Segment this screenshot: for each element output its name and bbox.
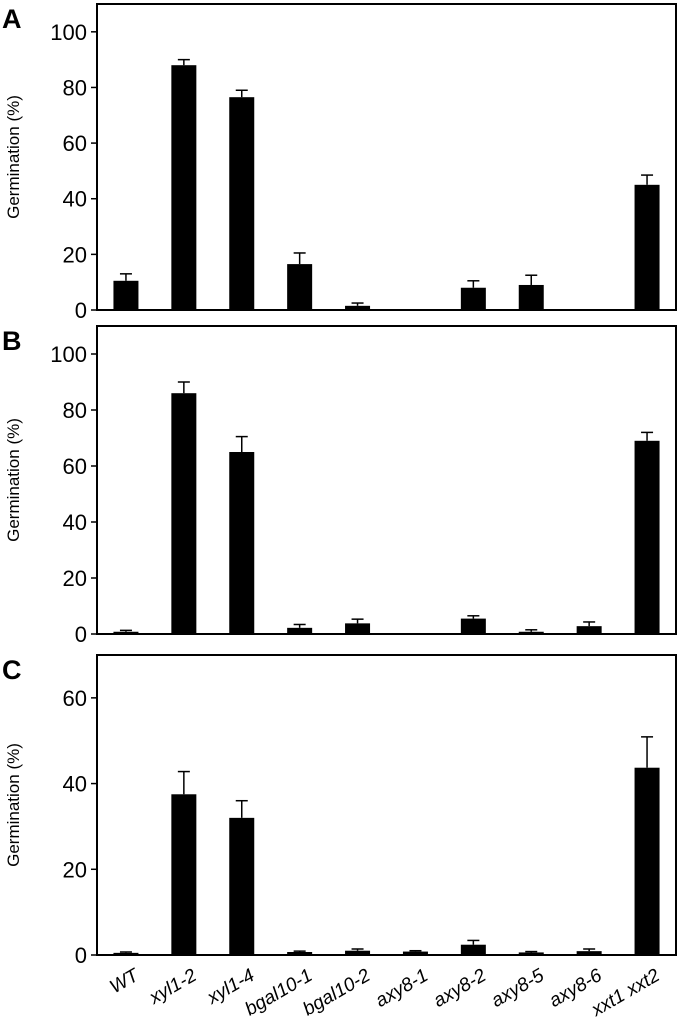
- panel-label: A: [2, 4, 22, 34]
- y-axis-title: Germination (%): [4, 418, 23, 542]
- bar: [634, 440, 660, 634]
- x-tick-label: WT: [106, 964, 143, 998]
- panel-label: C: [2, 655, 22, 685]
- bar: [518, 631, 544, 634]
- panel-c: C 0 20 40 60 Germination (%): [2, 654, 677, 968]
- bar: [518, 952, 544, 955]
- bar: [345, 623, 371, 634]
- plot-frame: [96, 325, 677, 635]
- y-tick-label: 80: [63, 398, 87, 423]
- y-tick-label: 100: [50, 20, 87, 45]
- bar: [460, 618, 486, 634]
- plot-frame: [96, 3, 677, 311]
- y-tick-label: 80: [63, 75, 87, 100]
- x-tick-label: axy8-5: [488, 965, 548, 1012]
- y-tick-label: 20: [63, 857, 87, 882]
- bar: [229, 452, 255, 634]
- panel-b: B 0 20 40 60 80 100 Germination (%): [2, 325, 677, 647]
- bar: [113, 952, 139, 955]
- y-axis-title: Germination (%): [4, 95, 23, 219]
- bar: [460, 944, 486, 955]
- panel-a: A 0 20 40 60 80 100 Germination (%): [2, 3, 677, 323]
- bar: [576, 951, 602, 955]
- y-axis-title: Germination (%): [4, 743, 23, 867]
- x-tick-label: axy8-2: [430, 965, 490, 1012]
- y-tick-label: 0: [75, 622, 87, 647]
- x-tick-label: axy8-1: [372, 965, 432, 1012]
- x-tick-label: xyl1-2: [145, 965, 201, 1009]
- bar: [287, 627, 313, 634]
- y-tick-label: 60: [63, 686, 87, 711]
- bar: [518, 284, 544, 310]
- panel-label: B: [2, 326, 22, 356]
- bar: [287, 952, 313, 955]
- bar: [576, 626, 602, 634]
- y-tick-label: 100: [50, 342, 87, 367]
- bar: [171, 794, 197, 955]
- y-tick-label: 40: [63, 510, 87, 535]
- bar: [460, 287, 486, 310]
- bar: [171, 65, 197, 310]
- bar: [287, 264, 313, 310]
- bar: [113, 631, 139, 634]
- y-tick-label: 20: [63, 566, 87, 591]
- y-tick-label: 0: [75, 943, 87, 968]
- y-tick-label: 60: [63, 454, 87, 479]
- bar: [229, 97, 255, 310]
- y-tick-label: 20: [63, 242, 87, 267]
- bar: [345, 950, 371, 955]
- bar: [345, 305, 371, 310]
- x-tick-label: bgal10-2: [300, 965, 375, 1020]
- y-tick-label: 0: [75, 298, 87, 323]
- y-tick-label: 60: [63, 131, 87, 156]
- y-tick-label: 40: [63, 772, 87, 797]
- x-category-labels: WT xyl1-2 xyl1-4bgal10-1bgal10-2axy8-1axy8…: [106, 964, 664, 1021]
- bar: [634, 767, 660, 955]
- bar: [402, 951, 428, 955]
- bar: [113, 280, 139, 310]
- plot-frame: [96, 654, 677, 956]
- bar: [171, 393, 197, 634]
- y-tick-label: 40: [63, 187, 87, 212]
- bar: [229, 817, 255, 955]
- bar: [634, 184, 660, 310]
